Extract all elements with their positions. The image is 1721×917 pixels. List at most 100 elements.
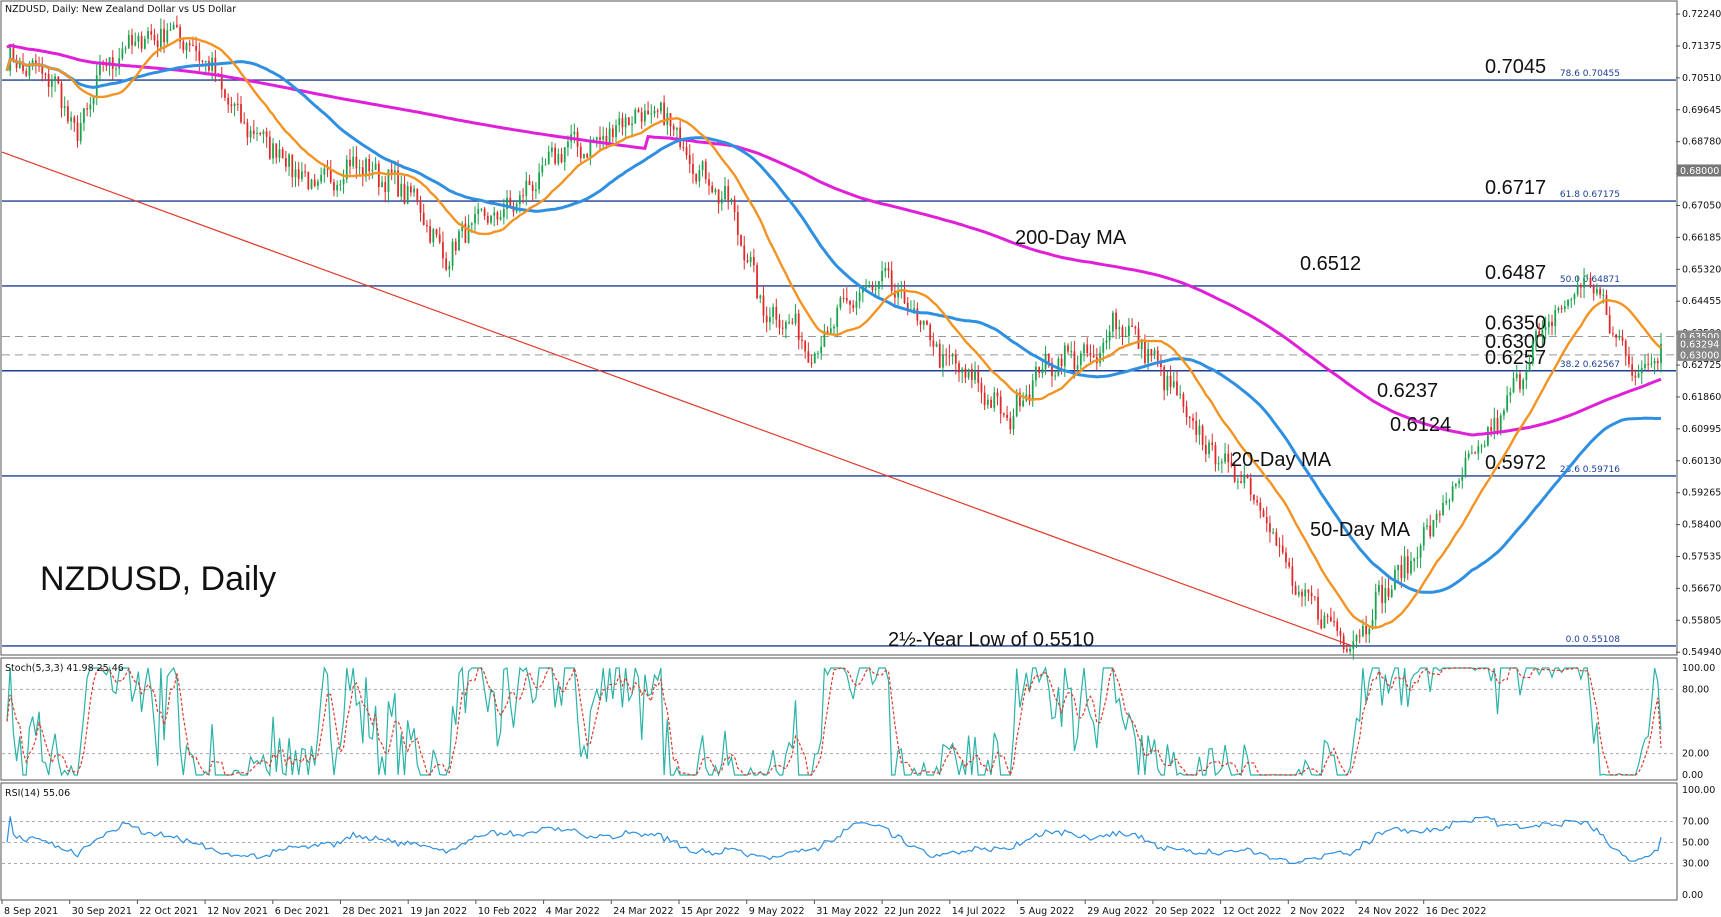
- candle-body: [1535, 331, 1537, 341]
- candle-body: [877, 281, 880, 289]
- candle-body: [1499, 415, 1502, 434]
- ma50-line: [5, 57, 1662, 594]
- candle-body: [839, 297, 842, 308]
- x-tick-label: 5 Aug 2022: [1020, 906, 1075, 917]
- candle-body: [1413, 558, 1416, 561]
- candle-body: [1531, 340, 1534, 364]
- candle-body: [435, 229, 438, 235]
- candle-body: [1628, 355, 1630, 365]
- candle-body: [1063, 345, 1066, 367]
- candle-body: [185, 43, 188, 51]
- candle-body: [342, 179, 345, 185]
- high-annotation: 0.6512: [1300, 253, 1361, 275]
- candle-body: [778, 319, 781, 328]
- candle-body: [1602, 294, 1605, 296]
- candle-body: [198, 50, 201, 61]
- candle-body: [890, 270, 893, 292]
- candle-body: [41, 66, 44, 74]
- candle-body: [1522, 380, 1525, 390]
- candle-body: [518, 195, 521, 204]
- candle-body: [682, 147, 685, 149]
- candle-body: [865, 287, 867, 289]
- y-tick-label: 0.54940: [1682, 647, 1721, 658]
- candle-body: [1435, 513, 1438, 520]
- candle-body: [964, 368, 967, 378]
- candle-body: [105, 64, 108, 67]
- candle-body: [1368, 628, 1371, 635]
- candle-body: [1278, 545, 1281, 547]
- candle-body: [544, 164, 547, 166]
- candle-body: [509, 197, 512, 207]
- candle-body: [294, 169, 297, 178]
- candle-body: [1012, 416, 1015, 430]
- candle-body: [99, 62, 101, 76]
- candle-body: [685, 147, 688, 155]
- candle-body: [467, 224, 470, 243]
- candle-body: [1288, 562, 1291, 567]
- ma20-line: [5, 36, 1662, 629]
- candle-body: [762, 295, 765, 316]
- price-badge: [1677, 164, 1721, 177]
- candle-body: [220, 73, 223, 90]
- candle-body: [284, 158, 287, 167]
- candle-body: [384, 182, 387, 193]
- x-tick-label: 8 Sep 2021: [4, 906, 58, 917]
- candle-body: [1150, 349, 1153, 356]
- candle-body: [945, 354, 948, 356]
- candle-body: [140, 36, 143, 49]
- candle-body: [1416, 557, 1419, 559]
- candle-body: [1236, 481, 1239, 483]
- candle-body: [701, 161, 704, 171]
- candle-body: [1467, 453, 1470, 458]
- rsi-panel: [0, 782, 1678, 901]
- candle-body: [1179, 394, 1182, 396]
- candle-body: [79, 122, 82, 142]
- candle-body: [1378, 584, 1380, 592]
- y-tick-label: 0.72240: [1682, 9, 1721, 20]
- candle-body: [974, 371, 976, 380]
- candle-body: [387, 169, 390, 193]
- stoch-layer: [2, 665, 1676, 777]
- candle-body: [1551, 321, 1553, 327]
- candle-body: [256, 132, 258, 134]
- indicator-tick: 30.00: [1682, 859, 1709, 870]
- candle-body: [1660, 343, 1662, 364]
- candle-body: [1035, 366, 1037, 381]
- candle-body: [1067, 345, 1069, 352]
- candle-body: [1406, 556, 1409, 574]
- y-tick-label: 0.60130: [1682, 456, 1721, 467]
- x-tick-label: 15 Apr 2022: [681, 906, 740, 917]
- candle-body: [506, 197, 508, 209]
- candle-body: [381, 182, 383, 188]
- candle-body: [127, 34, 130, 49]
- candle-body: [1390, 589, 1393, 597]
- candle-body: [980, 383, 983, 393]
- candle-body: [1637, 373, 1640, 378]
- candle-body: [894, 291, 896, 298]
- candle-body: [134, 41, 137, 46]
- candle-body: [438, 234, 441, 243]
- candle-body: [317, 181, 319, 186]
- candle-body: [1256, 500, 1259, 503]
- candle-body: [551, 147, 553, 152]
- candle-body: [73, 117, 76, 123]
- candle-body: [1336, 621, 1339, 631]
- candle-body: [374, 163, 377, 170]
- y-tick-label: 0.64455: [1682, 296, 1721, 307]
- candle-body: [377, 163, 380, 188]
- candle-body: [1214, 445, 1217, 465]
- candle-body: [656, 110, 659, 112]
- candle-body: [676, 127, 678, 130]
- y-tick-label: 0.61860: [1682, 392, 1721, 403]
- rsi-label: RSI(14) 55.06: [5, 788, 70, 799]
- x-tick-label: 14 Jul 2022: [952, 906, 1006, 917]
- candle-body: [711, 185, 714, 193]
- candle-body: [1198, 425, 1201, 435]
- candle-body: [829, 328, 832, 333]
- candle-body: [986, 399, 989, 405]
- fib-label: 38.2 0.62567: [1560, 360, 1620, 370]
- x-axis: 8 Sep 2021 30 Sep 2021 22 Oct 2021 12 Nov 2…: [1, 900, 1486, 917]
- x-tick-label: 22 Jun 2022: [884, 906, 941, 917]
- candle-body: [1624, 340, 1627, 356]
- candle-body: [1220, 461, 1223, 464]
